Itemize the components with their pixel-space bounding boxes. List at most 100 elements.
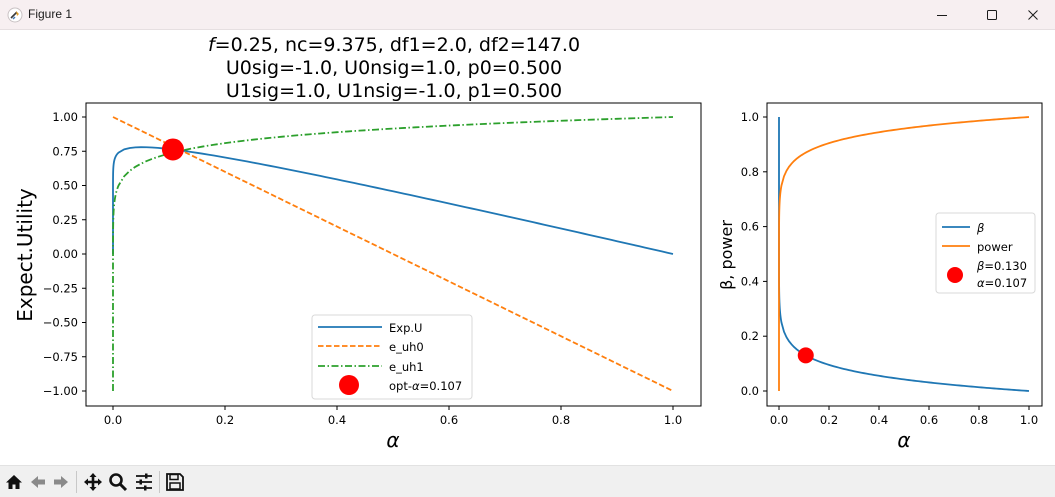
suptitle-line-1-text: =0.25, nc=9.375, df1=2.0, df2=147.0 — [215, 34, 580, 56]
x-tick-label: 0.0 — [104, 413, 122, 427]
y-tick-label: 0.75 — [52, 144, 78, 158]
x-tick-label: 0.2 — [820, 413, 838, 427]
legend-alpha-symbol: α — [977, 276, 985, 290]
suptitle-line-1: f=0.25, nc=9.375, df1=2.0, df2=147.0 — [208, 34, 580, 56]
x-tick-label: 0.6 — [920, 413, 938, 427]
right-legend: β power β=0.130 α=0.107 — [935, 212, 1036, 294]
legend-beta-value: =0.130 — [984, 259, 1027, 273]
move-icon — [84, 473, 102, 491]
left-y-axis-label: Expect.Utility — [13, 188, 37, 322]
left-axes: 0.0 0.2 0.4 0.6 0.8 1.0 1.00 0.75 0.50 0.25 0.00 −… — [13, 102, 702, 452]
x-tick-label: 0.4 — [870, 413, 888, 427]
right-x-ticks: 0.0 0.2 0.4 0.6 0.8 1.0 — [770, 406, 1038, 427]
y-tick-label: 0.8 — [741, 165, 759, 179]
y-tick-label: 1.0 — [741, 110, 759, 124]
left-axes-markers — [161, 138, 184, 161]
legend-alpha-value: =0.107 — [985, 276, 1028, 290]
window-title: Figure 1 — [28, 7, 73, 21]
suptitle-line-3: U1sig=1.0, U1nsig=-1.0, p1=0.500 — [226, 80, 562, 102]
sliders-icon — [136, 473, 152, 491]
y-tick-label: 0.50 — [52, 179, 78, 193]
legend-label-e-uh0: e_uh0 — [389, 340, 424, 354]
legend-label-beta: β — [976, 221, 984, 235]
x-tick-label: 0.6 — [440, 413, 458, 427]
x-tick-label: 1.0 — [1020, 413, 1038, 427]
y-tick-label: 0.4 — [741, 274, 759, 288]
toolbar-separator — [159, 471, 160, 493]
home-button[interactable] — [3, 471, 25, 493]
x-tick-label: 0.8 — [970, 413, 988, 427]
close-icon — [1028, 10, 1038, 20]
back-button[interactable] — [27, 471, 49, 493]
right-axes-markers — [797, 347, 814, 364]
home-icon — [6, 475, 22, 489]
series-line-exp-u — [112, 146, 674, 255]
optimum-marker — [161, 138, 184, 161]
x-tick-label: 0.8 — [552, 413, 570, 427]
x-tick-label: 0.0 — [770, 413, 788, 427]
zoom-button[interactable] — [107, 471, 129, 493]
right-x-axis-label: α — [897, 428, 910, 452]
legend-beta-symbol: β — [976, 259, 984, 273]
series-line-e-uh1 — [112, 116, 674, 391]
legend-opt-prefix: opt- — [389, 379, 412, 393]
y-tick-label: 0.2 — [741, 329, 759, 343]
y-tick-label: 0.6 — [741, 220, 759, 234]
y-tick-label: −0.25 — [43, 281, 78, 295]
minimize-button[interactable] — [919, 0, 965, 30]
legend-opt-alpha-symbol: α — [412, 379, 420, 393]
right-axes: 0.0 0.2 0.4 0.6 0.8 1.0 1.00.80.60.40.20.0 α … — [717, 102, 1043, 452]
legend-label-power: power — [977, 240, 1013, 254]
pan-button[interactable] — [82, 471, 104, 493]
arrow-left-icon — [31, 476, 45, 488]
left-legend: Exp.U e_uh0 e_uh1 opt-α=0.107 — [311, 314, 473, 400]
window-titlebar: Figure 1 — [0, 0, 1055, 30]
right-axes-frame — [766, 102, 1043, 407]
suptitle: f=0.25, nc=9.375, df1=2.0, df2=147.0 U0s… — [208, 34, 580, 102]
save-button[interactable] — [164, 471, 186, 493]
figure-svg: f=0.25, nc=9.375, df1=2.0, df2=147.0 U0s… — [13, 34, 1043, 452]
suptitle-italic-f: f — [208, 34, 218, 56]
floppy-disk-icon — [166, 473, 184, 491]
y-tick-label: 0.0 — [741, 384, 759, 398]
legend-marker-opt-alpha — [339, 375, 359, 395]
y-tick-label: 0.00 — [52, 247, 78, 261]
y-tick-label: −1.00 — [43, 384, 78, 398]
left-x-axis-label: α — [386, 428, 399, 452]
close-button[interactable] — [1010, 0, 1055, 30]
y-tick-label: 1.00 — [52, 110, 78, 124]
y-tick-label: −0.75 — [43, 350, 78, 364]
right-axes-lines — [778, 116, 1030, 392]
y-tick-label: −0.50 — [43, 316, 78, 330]
legend-marker-opt-beta — [947, 267, 963, 283]
toolbar-separator — [76, 471, 77, 493]
figure-canvas[interactable]: f=0.25, nc=9.375, df1=2.0, df2=147.0 U0s… — [0, 30, 1055, 465]
right-y-axis-label: β, power — [717, 220, 736, 290]
left-x-ticks: 0.0 0.2 0.4 0.6 0.8 1.0 — [104, 406, 682, 427]
forward-button[interactable] — [50, 471, 72, 493]
maximize-button[interactable] — [969, 0, 1015, 30]
x-tick-label: 0.4 — [328, 413, 346, 427]
y-tick-label: 0.25 — [52, 213, 78, 227]
legend-opt-value: =0.107 — [420, 379, 463, 393]
x-tick-label: 0.2 — [216, 413, 234, 427]
maximize-icon — [987, 10, 997, 20]
legend-label-exp-u: Exp.U — [389, 321, 422, 335]
matplotlib-icon — [7, 7, 23, 23]
legend-label-alpha-value: α=0.107 — [977, 276, 1027, 290]
minimize-icon — [937, 15, 947, 16]
legend-label-e-uh1: e_uh1 — [389, 360, 424, 374]
optimum-marker — [797, 347, 814, 364]
suptitle-line-2: U0sig=-1.0, U0nsig=1.0, p0=0.500 — [226, 57, 562, 79]
left-axes-lines — [112, 116, 674, 392]
right-y-ticks: 1.0 0.8 0.6 0.4 0.2 0.0 — [741, 110, 767, 398]
legend-label-opt-alpha: opt-α=0.107 — [389, 379, 462, 393]
left-y-ticks: 1.00 0.75 0.50 0.25 0.00 −0.25 −0.50 −0.75 −1.00 — [43, 110, 86, 398]
navigation-toolbar — [0, 465, 1055, 497]
configure-subplots-button[interactable] — [133, 471, 155, 493]
magnifier-icon — [109, 473, 128, 492]
series-line-power — [778, 116, 1030, 391]
x-tick-label: 1.0 — [664, 413, 682, 427]
arrow-right-icon — [54, 476, 68, 488]
legend-label-beta-value: β=0.130 — [976, 259, 1027, 273]
